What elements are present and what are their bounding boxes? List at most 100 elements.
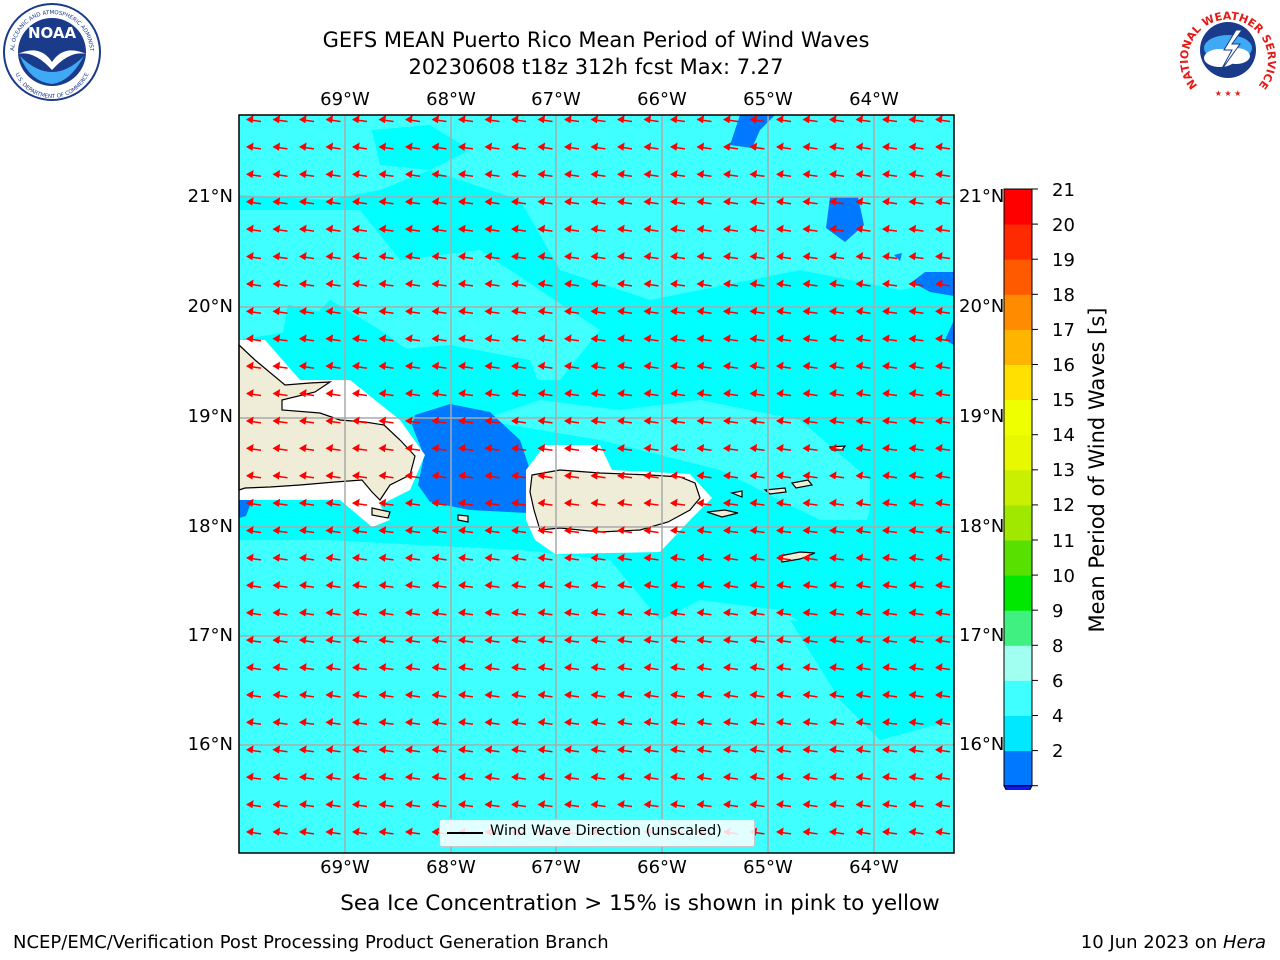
- wind-arrow-head: [882, 772, 890, 781]
- wind-arrow-head: [564, 389, 572, 398]
- wind-arrow-head: [696, 389, 705, 398]
- wind-arrow-head: [670, 389, 678, 398]
- wind-arrow-head: [299, 389, 307, 398]
- wind-arrow-head: [458, 334, 466, 343]
- lon-label-top: 68°W: [426, 89, 476, 110]
- wind-arrow-head: [564, 471, 572, 480]
- wind-arrow-head: [511, 306, 519, 316]
- wind-arrow-head: [696, 471, 705, 480]
- lon-label-top: 69°W: [320, 89, 370, 110]
- wind-arrow-head: [617, 498, 625, 507]
- wind-arrow-head: [590, 306, 599, 316]
- wind-arrow-head: [511, 389, 519, 398]
- wind-arrow-head: [299, 224, 307, 233]
- wind-arrow-head: [617, 115, 625, 124]
- wind-arrow-head: [458, 690, 466, 699]
- colorbar-segment: [1004, 680, 1032, 716]
- wind-arrow-head: [590, 334, 599, 343]
- wind-arrow-head: [352, 142, 360, 151]
- wind-arrow-head: [643, 498, 652, 507]
- wind-arrow-head: [882, 663, 890, 672]
- wind-arrow-head: [829, 306, 837, 316]
- wind-arrow-head: [723, 279, 731, 288]
- wind-arrow-head: [564, 334, 572, 343]
- wind-arrow-head: [829, 115, 837, 124]
- wind-arrow-head: [484, 800, 493, 809]
- wind-arrow-head: [776, 334, 784, 343]
- wind-arrow-head: [378, 252, 387, 261]
- wind-arrow-head: [405, 169, 413, 179]
- wind-arrow-head: [378, 526, 387, 535]
- wind-arrow-head: [776, 142, 784, 151]
- wind-arrow-head: [431, 717, 440, 727]
- wind-arrow-head: [855, 197, 864, 206]
- wind-arrow-head: [935, 772, 943, 781]
- wind-arrow-head: [802, 361, 811, 370]
- wind-arrow-head: [431, 471, 440, 480]
- wind-arrow-head: [299, 169, 307, 179]
- wind-arrow-head: [749, 580, 758, 590]
- wind-arrow-head: [272, 745, 281, 754]
- wind-arrow-head: [590, 416, 599, 425]
- wind-arrow-head: [829, 224, 837, 233]
- wind-arrow-head: [749, 443, 758, 453]
- wind-arrow-head: [537, 717, 546, 727]
- wind-arrow-head: [935, 471, 943, 480]
- wind-arrow-head: [882, 471, 890, 480]
- colorbar-segment: [1004, 224, 1032, 260]
- wind-arrow-head: [431, 279, 440, 288]
- blue-regions: [239, 115, 954, 518]
- wind-arrow-head: [537, 334, 546, 343]
- wind-arrow-head: [617, 635, 625, 644]
- wind-arrow-head: [643, 717, 652, 727]
- wind-arrow-head: [749, 169, 758, 179]
- wind-arrow-head: [537, 361, 546, 370]
- wind-arrow-head: [935, 279, 943, 288]
- wind-arrow-head: [776, 690, 784, 699]
- wind-arrow-head: [484, 553, 493, 562]
- wind-arrow-head: [590, 115, 599, 124]
- wind-arrow-head: [246, 361, 254, 370]
- wind-arrow-head: [299, 635, 307, 644]
- wind-arrow-head: [378, 580, 387, 590]
- wind-arrow-head: [776, 608, 784, 617]
- colorbar-segment: [1004, 399, 1032, 436]
- wind-arrow-head: [696, 745, 705, 754]
- wind-arrow-head: [405, 252, 413, 261]
- wind-arrow-head: [246, 334, 254, 343]
- wind-arrow-head: [670, 252, 678, 261]
- wind-arrow-head: [458, 252, 466, 261]
- wind-arrow-head: [696, 526, 705, 535]
- wind-arrow-head: [272, 115, 281, 124]
- wind-arrow-head: [378, 745, 387, 754]
- wind-arrow-head: [855, 553, 864, 562]
- wind-arrow-head: [564, 224, 572, 233]
- wind-arrow-head: [723, 142, 731, 151]
- lat-label-right: 17°N: [959, 625, 1005, 646]
- wind-arrow-head: [325, 361, 334, 370]
- wind-arrow-head: [670, 224, 678, 233]
- wind-arrow-head: [749, 772, 758, 781]
- wind-arrow-head: [431, 197, 440, 206]
- wind-arrow-head: [855, 663, 864, 672]
- wind-arrow-head: [405, 443, 413, 453]
- wind-arrow-head: [882, 580, 890, 590]
- wind-arrow-head: [458, 635, 466, 644]
- footer-producer: NCEP/EMC/Verification Post Processing Pr…: [13, 932, 609, 953]
- wind-arrow-head: [299, 800, 307, 809]
- wind-arrow-head: [458, 306, 466, 316]
- map-frame: [238, 114, 955, 854]
- wind-arrow-head: [855, 471, 864, 480]
- wind-arrow-head: [935, 224, 943, 233]
- wind-arrow-head: [643, 580, 652, 590]
- wind-arrow-head: [696, 690, 705, 699]
- wind-arrow-head: [723, 690, 731, 699]
- wind-arrow-head: [299, 772, 307, 781]
- wind-arrow-head: [590, 361, 599, 370]
- wind-arrow-head: [749, 389, 758, 398]
- wind-arrow-head: [829, 443, 837, 453]
- wind-arrow-head: [511, 169, 519, 179]
- wind-arrow-head: [378, 800, 387, 809]
- wind-arrow-head: [908, 827, 917, 836]
- wind-arrow-head: [352, 827, 360, 836]
